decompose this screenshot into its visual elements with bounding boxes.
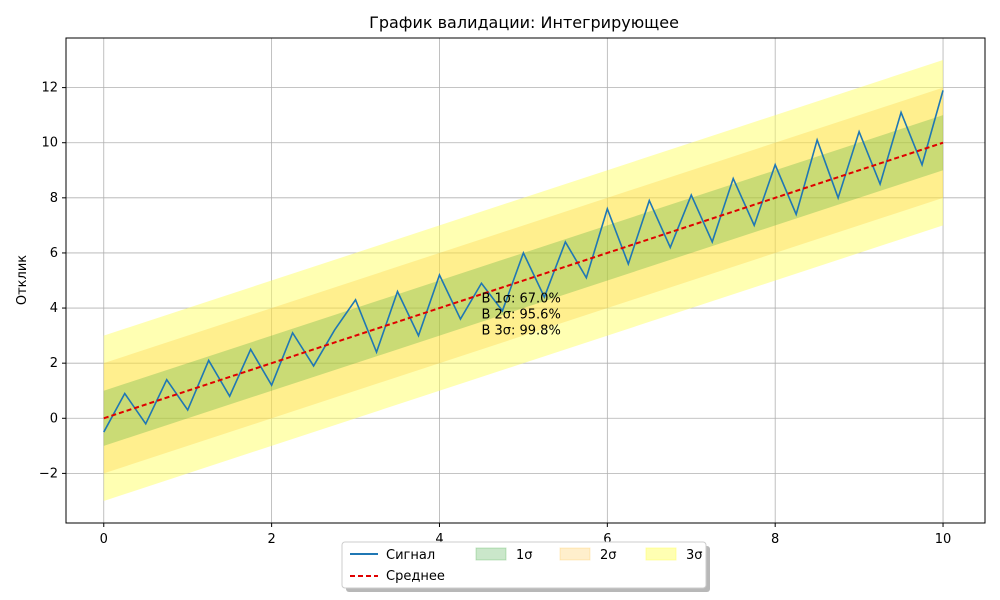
- series: [103, 90, 944, 433]
- chart-title: График валидации: Интегрирующее: [369, 13, 679, 32]
- legend-mean-label: Среднее: [386, 569, 445, 584]
- legend-signal-label: Сигнал: [386, 548, 435, 563]
- y-tick-label: −2: [39, 466, 58, 481]
- signal-line: [103, 90, 944, 433]
- x-tick-label: 6: [603, 532, 611, 547]
- x-tick-label: 0: [100, 532, 108, 547]
- y-axis-label: Отклик: [15, 255, 30, 305]
- x-tick-label: 8: [771, 532, 779, 547]
- annotation-line: В 2σ: 95.6%: [481, 308, 560, 323]
- legend-1sigma-label: 1σ: [516, 548, 533, 563]
- x-axis: 0 2 4 6 8 10: [100, 523, 952, 547]
- legend-3sigma-swatch: [645, 547, 677, 561]
- legend-3sigma-label: 3σ: [686, 548, 703, 563]
- mean-line: [103, 141, 944, 420]
- x-tick-label: 10: [935, 532, 952, 547]
- legend-1sigma-swatch: [475, 547, 507, 561]
- y-tick-label: 0: [50, 411, 58, 426]
- legend-frame: [341, 541, 707, 589]
- annotation-line: В 1σ: 67.0%: [481, 292, 560, 307]
- y-tick-label: 10: [41, 136, 58, 151]
- y-tick-label: 2: [50, 356, 58, 371]
- y-axis: −2 0 2 4 6 8 10 12: [39, 81, 66, 481]
- plot-frame: [65, 37, 986, 524]
- legend: Сигнал Среднее 1σ 2σ 3σ: [341, 541, 710, 592]
- y-tick-label: 8: [50, 191, 58, 206]
- y-tick-label: 6: [50, 246, 58, 261]
- y-tick-label: 12: [41, 81, 58, 96]
- x-tick-label: 4: [435, 532, 443, 547]
- x-tick-label: 2: [267, 532, 275, 547]
- y-tick-label: 4: [50, 301, 58, 316]
- coverage-annotations: В 1σ: 67.0%В 2σ: 95.6%В 3σ: 99.8%: [481, 292, 560, 339]
- legend-2sigma-label: 2σ: [600, 548, 617, 563]
- annotation-line: В 3σ: 99.8%: [481, 324, 560, 339]
- legend-2sigma-swatch: [559, 547, 591, 561]
